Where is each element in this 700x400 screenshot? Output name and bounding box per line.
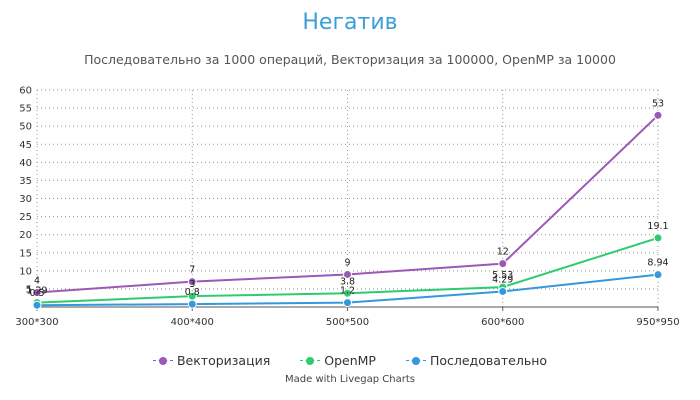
data-label-sequential: 1.2 [340,286,355,297]
x-tick-label: 400*400 [171,317,214,328]
data-label-vectorization: 9 [344,257,350,268]
y-tick-label: 35 [19,176,32,187]
data-point-openmp [343,288,352,298]
data-point-openmp [653,233,663,243]
data-label-vectorization: 7 [189,265,195,276]
y-tick-label: 40 [19,158,32,169]
legend-item-openmp[interactable]: OpenMP [300,353,376,368]
chart-title: Негатив [302,10,398,35]
data-point-sequential [187,299,197,309]
legend-marker-openmp [300,356,321,366]
y-tick-label: 50 [19,122,32,133]
y-tick-label: 55 [19,104,32,115]
data-point-sequential [653,270,663,280]
y-tick-label: 5 [26,284,32,295]
data-label-sequential: 0.5 [29,288,44,299]
data-label-sequential: 4.29 [492,274,513,285]
data-label-openmp: 5.53 [492,270,513,281]
legend-label-openmp: OpenMP [324,353,376,368]
data-point-sequential [343,298,352,308]
y-tick-label: 60 [19,86,32,97]
y-tick-label: 25 [19,212,32,223]
y-tick-label: 45 [19,140,32,151]
data-label-openmp: 3 [189,279,195,290]
data-label-vectorization: 53 [652,98,664,109]
legend-label-vectorization: Векторизация [176,353,271,368]
legend-label-sequential: Последовательно [429,353,548,368]
x-tick-label: 600*600 [481,317,524,328]
data-label-vectorization: 4 [34,276,40,287]
data-point-vectorization [187,277,197,287]
data-point-sequential [32,300,42,310]
data-point-vectorization [343,269,352,279]
data-point-vectorization [32,288,42,298]
y-tick-label: 10 [19,266,32,277]
chart-subtitle: Последовательно за 1000 операций, Вектор… [84,52,616,67]
data-point-vectorization [653,110,663,120]
data-label-sequential: 8.94 [647,258,668,269]
data-label-openmp: 19.1 [647,221,668,232]
data-point-vectorization [498,259,508,269]
data-label-sequential: 0.8 [185,287,200,298]
x-tick-label: 500*500 [326,317,369,328]
data-label-vectorization: 12 [497,247,509,258]
x-tick-label: 300*300 [15,317,58,328]
y-tick-label: 30 [19,194,32,205]
legend-item-vectorization[interactable]: Векторизация [152,353,271,368]
data-label-openmp: 1.29 [26,286,47,297]
x-tick-label: 950*950 [636,317,679,328]
credit-text: Made with Livegap Charts [285,374,415,385]
y-tick-label: 15 [19,248,32,259]
y-tick-label: 20 [19,230,32,241]
legend-marker-sequential [405,356,426,366]
legend-marker-vectorization [152,356,173,366]
legend-item-sequential[interactable]: Последовательно [405,353,548,368]
data-label-openmp: 3.8 [340,276,355,287]
chart-legend: Векторизация OpenMP Последовательно [0,353,700,368]
data-point-sequential [498,286,508,296]
